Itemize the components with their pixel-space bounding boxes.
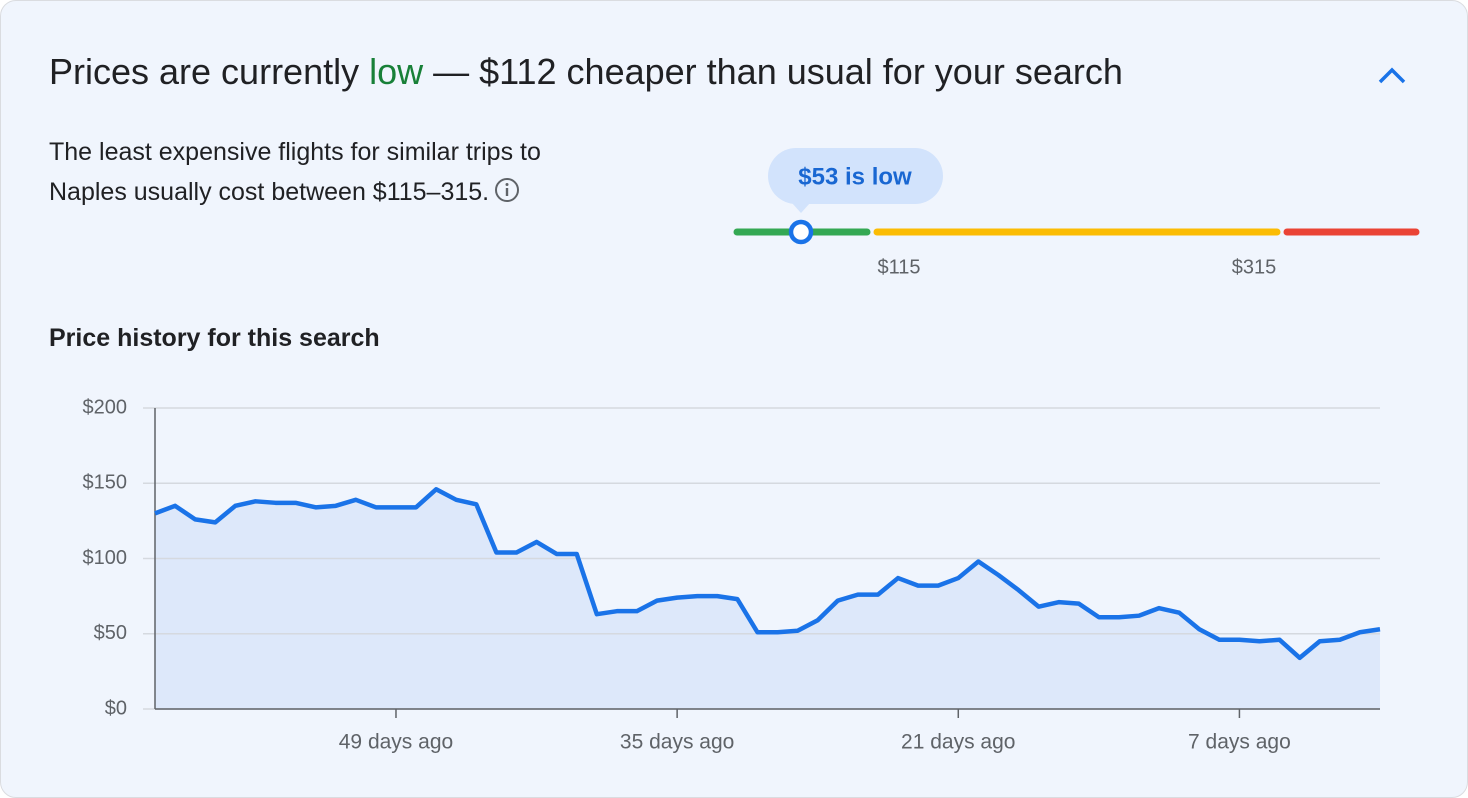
x-tick-label: 7 days ago <box>1188 731 1291 754</box>
range-low-label: $115 <box>877 256 920 278</box>
x-tick-label: 21 days ago <box>901 731 1015 754</box>
y-tick-label: $0 <box>105 697 127 719</box>
area <box>155 489 1380 709</box>
price-line <box>154 487 1381 661</box>
headline-prefix: Prices are currently <box>49 51 370 92</box>
summary: The least expensive flights for similar … <box>49 132 549 212</box>
info-icon[interactable] <box>493 176 521 204</box>
y-tick-label: $200 <box>83 396 128 418</box>
range-bubble-pointer <box>792 203 810 213</box>
x-tick-label: 49 days ago <box>339 731 453 754</box>
range-bubble <box>768 148 943 204</box>
collapse-chevron[interactable] <box>1378 67 1406 84</box>
headline-suffix: — $112 cheaper than usual for your searc… <box>423 51 1123 92</box>
range-bubble-label: $53 is low <box>798 163 912 190</box>
chart-title: Price history for this search <box>49 324 380 352</box>
x-tick-label: 35 days ago <box>620 731 734 754</box>
headline: Prices are currently low — $112 cheaper … <box>49 51 1123 93</box>
range-high-label: $315 <box>1232 256 1277 278</box>
y-tick-label: $150 <box>83 472 128 494</box>
summary-text: The least expensive flights for similar … <box>49 138 541 206</box>
y-tick-label: $50 <box>94 622 127 644</box>
headline-highlight: low <box>369 51 424 92</box>
range-marker <box>788 219 814 245</box>
y-tick-label: $100 <box>83 547 128 569</box>
